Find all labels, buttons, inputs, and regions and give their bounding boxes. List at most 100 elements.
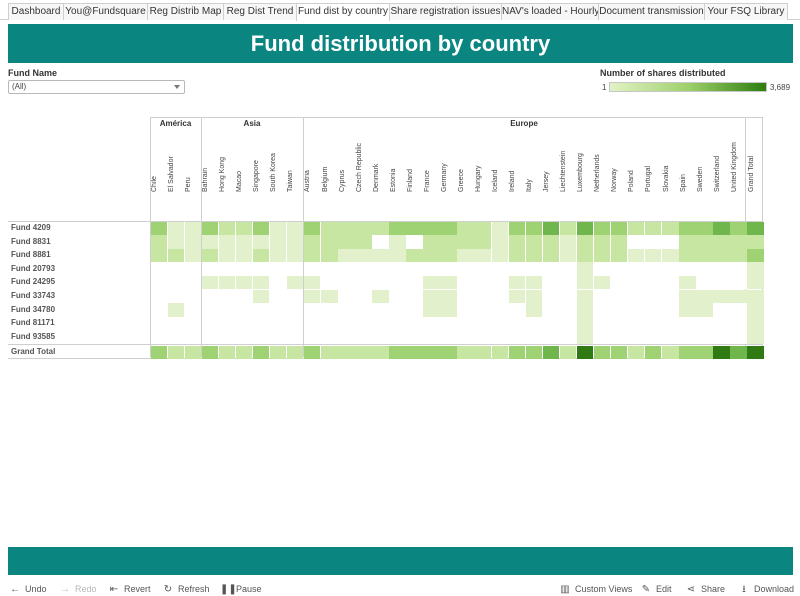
heatmap-cell[interactable]: [593, 316, 611, 331]
heatmap-cell[interactable]: [542, 345, 560, 360]
heatmap-cell[interactable]: [542, 289, 560, 304]
heatmap-cell[interactable]: [696, 289, 713, 304]
heatmap-cell[interactable]: [644, 275, 662, 290]
heatmap-cell[interactable]: [508, 289, 526, 304]
tab-reg-dist-trend[interactable]: Reg Dist Trend: [223, 3, 297, 20]
heatmap-cell[interactable]: [440, 316, 457, 331]
heatmap-cell[interactable]: [286, 330, 304, 344]
heatmap-cell[interactable]: [491, 248, 509, 263]
heatmap-cell[interactable]: [218, 345, 236, 360]
heatmap-cell[interactable]: [372, 248, 389, 263]
heatmap-cell[interactable]: [218, 316, 236, 331]
heatmap-cell[interactable]: [286, 303, 304, 317]
heatmap-cell[interactable]: [576, 235, 594, 249]
heatmap-cell[interactable]: [508, 221, 526, 236]
heatmap-cell[interactable]: [218, 248, 236, 263]
heatmap-cell[interactable]: [303, 275, 321, 290]
heatmap-cell[interactable]: [747, 345, 764, 360]
heatmap-cell[interactable]: [696, 262, 713, 276]
heatmap-cell[interactable]: [389, 248, 406, 263]
heatmap-cell[interactable]: [542, 235, 560, 249]
heatmap-cell[interactable]: [167, 289, 185, 304]
heatmap-cell[interactable]: [355, 275, 372, 290]
heatmap-cell[interactable]: [372, 289, 389, 304]
heatmap-cell[interactable]: [713, 235, 730, 249]
heatmap-cell[interactable]: [696, 221, 713, 236]
heatmap-cell[interactable]: [338, 262, 355, 276]
heatmap-cell[interactable]: [303, 235, 321, 249]
heatmap-cell[interactable]: [627, 275, 645, 290]
heatmap-cell[interactable]: [389, 275, 406, 290]
heatmap-cell[interactable]: [269, 289, 287, 304]
heatmap-cell[interactable]: [662, 221, 679, 236]
heatmap-cell[interactable]: [559, 262, 577, 276]
heatmap-cell[interactable]: [491, 221, 509, 236]
heatmap-cell[interactable]: [576, 303, 594, 317]
heatmap-cell[interactable]: [406, 221, 423, 236]
heatmap-cell[interactable]: [286, 289, 304, 304]
heatmap-cell[interactable]: [747, 289, 764, 304]
heatmap-cell[interactable]: [576, 262, 594, 276]
heatmap-cell[interactable]: [542, 330, 560, 344]
heatmap-cell[interactable]: [457, 248, 474, 263]
heatmap-cell[interactable]: [559, 221, 577, 236]
heatmap-cell[interactable]: [338, 221, 355, 236]
heatmap-cell[interactable]: [372, 275, 389, 290]
heatmap-cell[interactable]: [303, 316, 321, 331]
heatmap-cell[interactable]: [679, 316, 696, 331]
heatmap-cell[interactable]: [593, 221, 611, 236]
heatmap-cell[interactable]: [644, 235, 662, 249]
heatmap-cell[interactable]: [150, 275, 168, 290]
heatmap-cell[interactable]: [542, 275, 560, 290]
heatmap-cell[interactable]: [610, 262, 628, 276]
heatmap-cell[interactable]: [167, 221, 185, 236]
heatmap-cell[interactable]: [576, 345, 594, 360]
heatmap-cell[interactable]: [338, 330, 355, 344]
heatmap-cell[interactable]: [252, 275, 270, 290]
heatmap-cell[interactable]: [252, 262, 270, 276]
heatmap-cell[interactable]: [150, 221, 168, 236]
heatmap-cell[interactable]: [321, 275, 338, 290]
heatmap-cell[interactable]: [457, 316, 474, 331]
heatmap-cell[interactable]: [235, 289, 253, 304]
heatmap-cell[interactable]: [610, 345, 628, 360]
heatmap-cell[interactable]: [457, 275, 474, 290]
revert-button[interactable]: ⇤ Revert: [109, 584, 151, 595]
heatmap-cell[interactable]: [747, 221, 764, 236]
heatmap-cell[interactable]: [252, 289, 270, 304]
heatmap-cell[interactable]: [440, 303, 457, 317]
heatmap-cell[interactable]: [218, 262, 236, 276]
heatmap-cell[interactable]: [150, 289, 168, 304]
heatmap-cell[interactable]: [662, 345, 679, 360]
heatmap-cell[interactable]: [644, 345, 662, 360]
heatmap-cell[interactable]: [713, 248, 730, 263]
heatmap-cell[interactable]: [508, 275, 526, 290]
heatmap-cell[interactable]: [610, 221, 628, 236]
refresh-button[interactable]: ↻ Refresh: [163, 584, 210, 595]
pause-button[interactable]: ❚❚Pause: [220, 584, 262, 595]
heatmap-cell[interactable]: [184, 316, 202, 331]
heatmap-cell[interactable]: [150, 235, 168, 249]
heatmap-cell[interactable]: [218, 303, 236, 317]
heatmap-cell[interactable]: [525, 221, 543, 236]
heatmap-cell[interactable]: [730, 330, 747, 344]
tab-your-fsq-library[interactable]: Your FSQ Library: [704, 3, 788, 20]
heatmap-cell[interactable]: [389, 330, 406, 344]
heatmap-cell[interactable]: [576, 248, 594, 263]
heatmap-cell[interactable]: [610, 289, 628, 304]
heatmap-cell[interactable]: [576, 221, 594, 236]
heatmap-cell[interactable]: [508, 316, 526, 331]
heatmap-cell[interactable]: [218, 275, 236, 290]
heatmap-cell[interactable]: [559, 275, 577, 290]
heatmap-cell[interactable]: [542, 316, 560, 331]
heatmap-cell[interactable]: [338, 289, 355, 304]
heatmap-cell[interactable]: [713, 275, 730, 290]
heatmap-cell[interactable]: [355, 345, 372, 360]
tab-reg-distrib-map[interactable]: Reg Distrib Map: [147, 3, 224, 20]
heatmap-cell[interactable]: [457, 235, 474, 249]
heatmap-cell[interactable]: [627, 262, 645, 276]
heatmap-cell[interactable]: [372, 345, 389, 360]
heatmap-cell[interactable]: [389, 316, 406, 331]
heatmap-cell[interactable]: [713, 330, 730, 344]
heatmap-cell[interactable]: [576, 275, 594, 290]
